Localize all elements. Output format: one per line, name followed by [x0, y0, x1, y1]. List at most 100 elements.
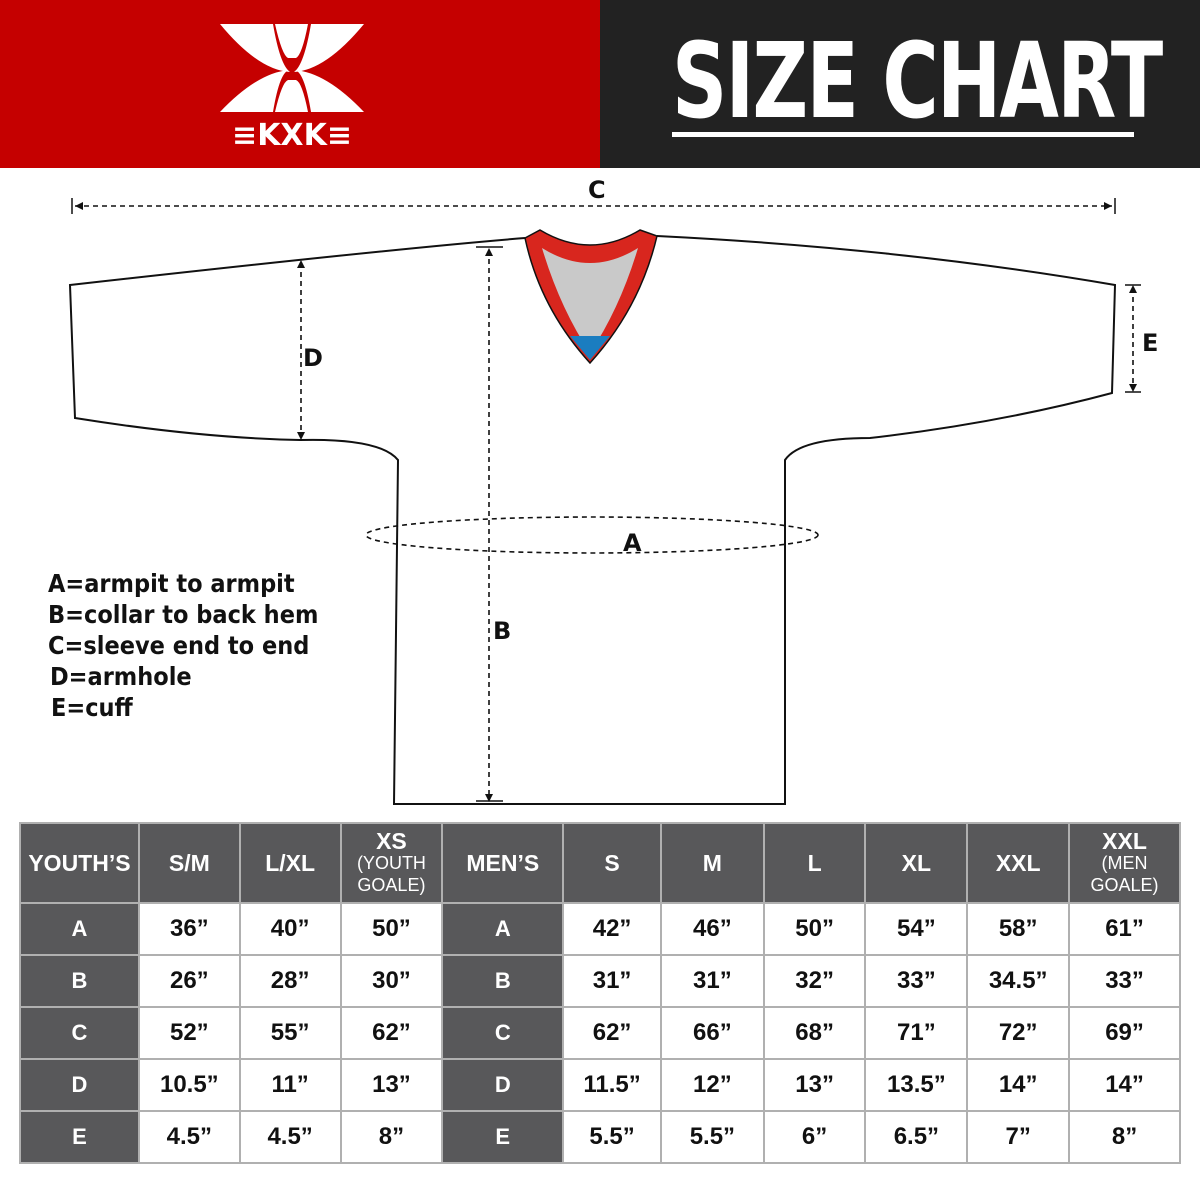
cell-text: 13” [372, 1071, 411, 1098]
legend-item: D=armhole [50, 662, 192, 691]
cell-text: 58” [998, 915, 1038, 942]
brand-wordmark: ≡KXK≡ [232, 118, 352, 153]
kxk-logo [220, 24, 364, 112]
label-a: A [623, 529, 642, 557]
legend-item: C=sleeve end to end [48, 631, 310, 660]
value-cell: 13.5” [864, 1058, 969, 1112]
cell-text: XL [901, 850, 932, 876]
size-header: XS (YOUTH GOALE) [339, 822, 444, 904]
cell-text: XS [376, 828, 407, 854]
size-header: M [660, 822, 765, 904]
value-cell: 5.5” [562, 1110, 662, 1164]
cell-text: E [72, 1124, 87, 1149]
cell-text: 31” [693, 967, 732, 994]
row-key: B [441, 954, 565, 1008]
value-cell: 32” [762, 954, 867, 1008]
cell-text: 72” [998, 1019, 1038, 1046]
cell-text: A [71, 916, 88, 941]
cell-text: 5.5” [589, 1123, 635, 1150]
table-row: A 36” 40” 50” A 42” 46” 50” 54” 58” 61” [19, 902, 1181, 956]
value-cell: 69” [1068, 1006, 1181, 1060]
cell-text: 8” [378, 1123, 405, 1150]
cell-text: 71” [897, 1019, 936, 1046]
value-cell: 33” [864, 954, 969, 1008]
cell-text: 54” [897, 915, 936, 942]
cell-text: 34.5” [988, 967, 1048, 994]
cell-text: A [494, 916, 511, 941]
youth-header: YOUTH’S [19, 822, 140, 904]
value-cell: 4.5” [238, 1110, 342, 1164]
value-cell: 28” [238, 954, 342, 1008]
label-d: D [303, 344, 323, 372]
label-b: B [493, 617, 512, 645]
value-cell: 36” [137, 902, 241, 956]
value-cell: 62” [562, 1006, 662, 1060]
value-cell: 71” [864, 1006, 969, 1060]
value-cell: 33” [1068, 954, 1181, 1008]
measurement-legend: A=armpit to armpit B=collar to back hem … [48, 568, 318, 723]
label-c: C [588, 176, 606, 204]
cell-text: 13.5” [887, 1071, 946, 1098]
cell-text: E [495, 1124, 511, 1149]
cell-text: 68” [795, 1019, 834, 1046]
cell-text: 28” [270, 967, 310, 994]
cell-text: L/XL [265, 850, 316, 876]
cell-text: 4.5” [166, 1123, 213, 1150]
table-row: B 26” 28” 30” B 31” 31” 32” 33” 34.5” 33” [19, 954, 1181, 1008]
size-header: S/M [137, 822, 241, 904]
header-row: YOUTH’S S/M L/XL XS (YOUTH GOALE) MEN’S S M L XL X… [19, 822, 1181, 904]
value-cell: 54” [864, 902, 969, 956]
cell-text: 14” [1105, 1071, 1144, 1098]
cell-text: 36” [169, 915, 209, 942]
row-key: C [441, 1006, 565, 1060]
value-cell: 5.5” [660, 1110, 765, 1164]
value-cell: 50” [339, 902, 444, 956]
cell-text: 4.5” [267, 1123, 313, 1150]
title-underline [672, 132, 1134, 137]
row-key: B [19, 954, 140, 1008]
value-cell: 10.5” [137, 1058, 241, 1112]
size-table: YOUTH’S S/M L/XL XS (YOUTH GOALE) MEN’S S M L XL X… [19, 822, 1181, 1164]
value-cell: 11.5” [562, 1058, 662, 1112]
cell-text: 5.5” [689, 1123, 736, 1150]
cell-text: D [71, 1072, 88, 1097]
cell-text: C [494, 1020, 511, 1045]
value-cell: 61” [1068, 902, 1181, 956]
cell-text: 33” [1105, 967, 1144, 994]
cell-text: 30” [372, 967, 411, 994]
value-cell: 40” [238, 902, 342, 956]
row-key: E [19, 1110, 140, 1164]
cell-text: 46” [693, 915, 732, 942]
value-cell: 8” [339, 1110, 444, 1164]
title-banner [600, 0, 1200, 168]
cell-text: 52” [169, 1019, 209, 1046]
cell-text: 12” [693, 1071, 732, 1098]
value-cell: 66” [660, 1006, 765, 1060]
cell-text: 62” [592, 1019, 632, 1046]
cell-text: B [494, 968, 511, 993]
cell-text: S/M [168, 850, 210, 876]
cell-text: 61” [1105, 915, 1144, 942]
size-header: L/XL [238, 822, 342, 904]
size-header: S [562, 822, 662, 904]
cell-text: 6.5” [893, 1123, 940, 1150]
value-cell: 11” [238, 1058, 342, 1112]
value-cell: 55” [238, 1006, 342, 1060]
jersey-diagram [68, 198, 1141, 805]
cell-text: 13” [795, 1071, 834, 1098]
cell-text: 66” [693, 1019, 732, 1046]
cell-text: 50” [372, 915, 411, 942]
cell-text: D [494, 1072, 511, 1097]
value-cell: 68” [762, 1006, 867, 1060]
cell-text: C [71, 1020, 88, 1045]
value-cell: 31” [660, 954, 765, 1008]
cell-text: 7” [1005, 1123, 1031, 1150]
legend-item: B=collar to back hem [48, 600, 319, 629]
cell-text: 14” [998, 1071, 1038, 1098]
men-header: MEN’S [441, 822, 565, 904]
row-key: C [19, 1006, 140, 1060]
cell-text: 69” [1105, 1019, 1144, 1046]
cell-subtext: (MEN GOALE) [1090, 853, 1159, 895]
value-cell: 13” [339, 1058, 444, 1112]
cell-text: 32” [795, 967, 834, 994]
